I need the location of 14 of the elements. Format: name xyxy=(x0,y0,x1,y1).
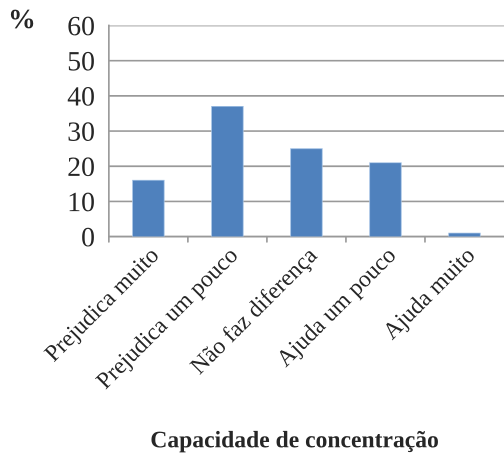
y-tick-label: 20 xyxy=(68,157,94,176)
bar xyxy=(211,106,244,237)
y-tick-label: 50 xyxy=(68,52,94,71)
bar xyxy=(369,162,402,237)
bar xyxy=(290,148,323,237)
y-axis-title: % xyxy=(10,10,34,28)
bar xyxy=(132,180,165,237)
y-tick-label: 60 xyxy=(68,16,94,36)
y-tick-label: 30 xyxy=(68,122,94,141)
y-tick-label: 40 xyxy=(68,87,94,106)
x-axis-title: Capacidade de concentração xyxy=(151,430,438,452)
y-tick-label: 0 xyxy=(82,228,94,247)
y-tick-label: 10 xyxy=(70,192,94,212)
bar xyxy=(448,232,481,237)
